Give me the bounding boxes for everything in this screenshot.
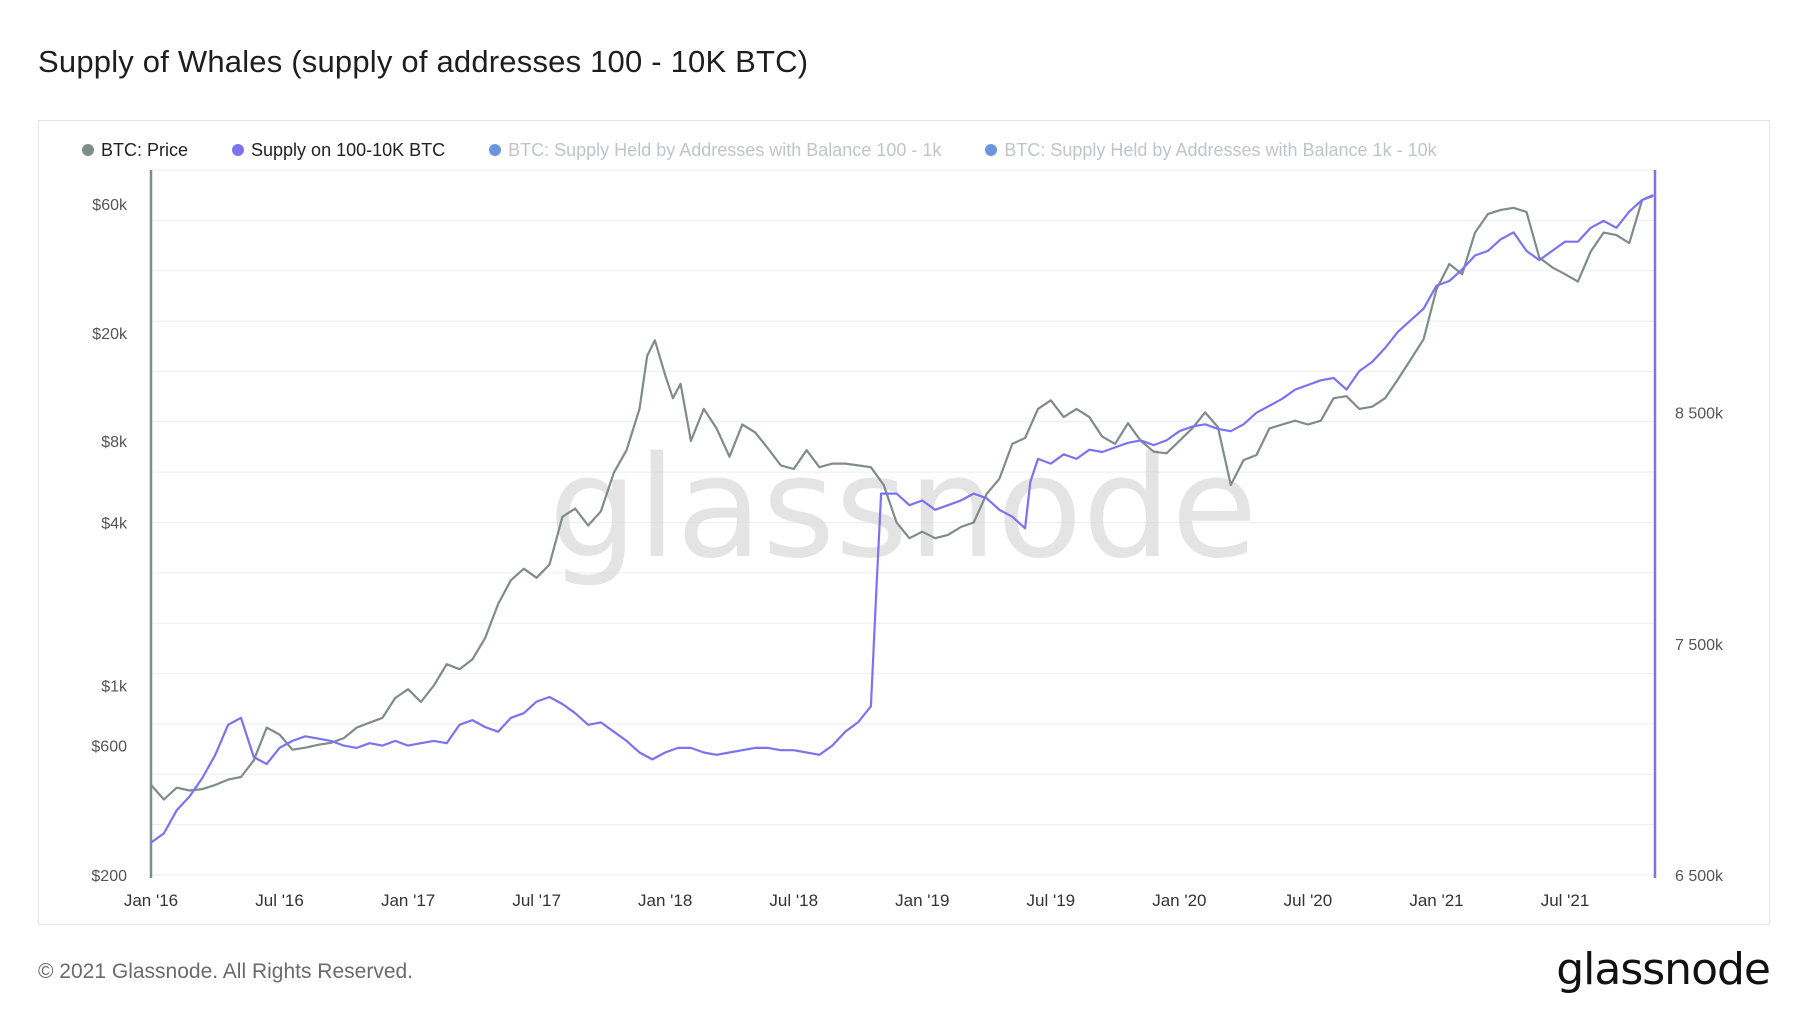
legend-dot-price [82,144,94,156]
series-line-btc-price [149,195,1654,801]
legend-dot-supply-100-1k [489,144,502,156]
y-right-tick-label: 7 500k [1675,637,1724,654]
legend-dot-supply-100-10k [232,144,245,156]
chart-legend: BTC: Price Supply on 100-10K BTC BTC: Su… [82,139,1481,161]
legend-item-supply-100-1k[interactable]: BTC: Supply Held by Addresses with Balan… [489,140,941,161]
y-left-tick-label: $600 [91,739,127,756]
legend-label-supply-100-1k: BTC: Supply Held by Addresses with Balan… [508,139,942,160]
legend-label-supply-1k-10k: BTC: Supply Held by Addresses with Balan… [1004,139,1437,160]
y-left-tick-label: $200 [91,868,127,885]
x-tick-label: Jan '18 [638,891,692,910]
copyright-footer: © 2021 Glassnode. All Rights Reserved. [38,960,414,983]
watermark-text: glassnode [549,427,1258,590]
legend-label-price: BTC: Price [101,139,189,160]
y-right-tick-label: 6 500k [1675,868,1724,885]
y-right-tick-label: 8 500k [1675,406,1724,423]
y-left-tick-label: $8k [101,434,128,451]
x-tick-label: Jan '19 [895,891,949,910]
grid-layer [151,169,1655,876]
x-tick-label: Jan '17 [381,891,435,910]
x-tick-label: Jan '16 [124,891,178,910]
legend-item-price[interactable]: BTC: Price [82,140,188,161]
series-layer [149,194,1654,844]
x-tick-label: Jul '19 [1027,891,1076,910]
x-tick-label: Jan '20 [1152,891,1206,910]
y-left-tick-label: $60k [92,197,128,214]
x-tick-label: Jul '16 [255,891,304,910]
chart-frame [38,120,1770,925]
axis-layer: $200 $600 $1k $4k $8k $20k $60k 6 500k 7 500k 8 5… [91,170,1724,910]
legend-item-supply-100-10k[interactable]: Supply on 100-10K BTC [232,140,445,161]
x-tick-label: Jul '20 [1284,891,1333,910]
legend-label-supply-100-10k: Supply on 100-10K BTC [251,139,446,160]
x-tick-label: Jan '21 [1409,891,1463,910]
x-tick-label: Jul '17 [512,891,561,910]
y-left-tick-label: $4k [101,516,128,533]
y-left-tick-label: $1k [101,679,128,696]
glassnode-logo[interactable]: glassnode [1556,944,1771,995]
chart-title: Supply of Whales (supply of addresses 10… [38,44,809,79]
x-tick-label: Jul '21 [1541,891,1590,910]
x-tick-label: Jul '18 [769,891,818,910]
legend-dot-supply-1k-10k [985,144,998,156]
legend-item-supply-1k-10k[interactable]: BTC: Supply Held by Addresses with Balan… [985,139,1437,161]
series-line-supply-100-10k [149,194,1654,844]
y-left-tick-label: $20k [92,326,128,343]
